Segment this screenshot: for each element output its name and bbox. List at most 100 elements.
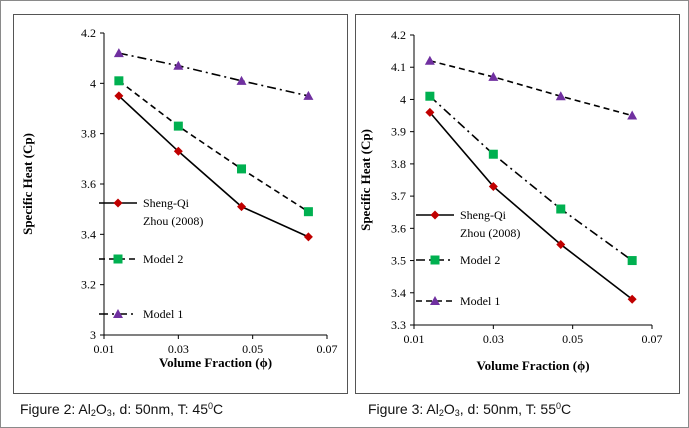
data-point (173, 146, 183, 156)
data-point (303, 232, 313, 242)
series-sheng-qi-zhou-2008 (425, 107, 637, 304)
data-point (236, 75, 247, 85)
legend-label: Model 2 (143, 252, 183, 266)
y-tick-label: 4 (400, 92, 406, 106)
caption-text: , d: 50nm, T: 55 (459, 401, 556, 417)
data-point (556, 239, 566, 249)
data-point (114, 91, 124, 101)
caption-superscript: 0 (208, 401, 214, 411)
legend-entry: Sheng-Qi Zhou (2008) (99, 196, 203, 228)
chart-figure-3: 3.3 3.4 3.5 3.6 3.7 3.8 3.9 4 4.1 4.2 0.01 0.03 0.05… (358, 28, 663, 373)
legend-marker (430, 210, 440, 220)
legend-label: Sheng-Qi (460, 208, 507, 222)
y-axis-label: Specific Heat (Cp) (358, 129, 373, 231)
y-tick-label: 3.2 (81, 278, 96, 292)
x-tick-label: 0.01 (94, 342, 115, 356)
x-tick-label: 0.05 (242, 342, 263, 356)
series-model-2 (114, 76, 313, 217)
x-tick-label: 0.05 (562, 332, 583, 346)
y-tick-label: 4 (90, 76, 96, 90)
data-point (173, 121, 183, 131)
y-tick-label: 3.3 (391, 318, 406, 332)
legend-label: Model 1 (460, 294, 500, 308)
data-point (425, 107, 435, 117)
legend-entry: Model 2 (416, 253, 500, 267)
data-point (556, 204, 566, 214)
legend-label: Zhou (2008) (460, 226, 520, 240)
legend-label: Sheng-Qi (143, 196, 190, 210)
y-tick-label: 3.7 (391, 189, 406, 203)
data-point (237, 164, 247, 174)
y-tick-label: 3.9 (391, 125, 406, 139)
y-tick-label: 4.2 (391, 28, 406, 42)
caption-superscript: 0 (556, 401, 562, 411)
data-point (303, 90, 314, 100)
legend-entry: Model 1 (416, 294, 500, 308)
data-point (627, 110, 638, 120)
caption-prefix: Figure 2: Al (20, 401, 91, 417)
caption-text: , d: 50nm, T: 45 (111, 401, 208, 417)
y-axis-label: Specific Heat (Cp) (20, 133, 35, 235)
caption-suffix: C (213, 401, 224, 417)
data-point (425, 91, 435, 101)
data-point (114, 76, 124, 86)
data-point (488, 149, 498, 159)
caption-text: O (443, 401, 455, 417)
y-tick-label: 3.4 (391, 286, 406, 300)
legend-entry: Sheng-Qi Zhou (2008) (416, 208, 520, 240)
series-line (429, 60, 633, 117)
x-tick-label: 0.07 (317, 342, 338, 356)
y-tick-label: 3.4 (81, 227, 96, 241)
series-line (118, 80, 309, 213)
x-tick-label: 0.01 (404, 332, 425, 346)
caption-suffix: C (561, 401, 572, 417)
data-point (113, 48, 124, 58)
y-tick-label: 3.8 (391, 157, 406, 171)
series-line (118, 52, 309, 97)
caption-subscript: 3 (454, 408, 460, 418)
series-model-1 (424, 55, 638, 120)
data-point (237, 202, 247, 212)
legend-entry: Model 2 (99, 252, 183, 266)
series-sheng-qi-zhou-2008 (114, 91, 313, 242)
legend-marker (113, 198, 123, 208)
legend-marker (113, 254, 123, 264)
y-tick-label: 3 (90, 328, 96, 342)
y-tick-label: 3.6 (81, 177, 96, 191)
x-tick-label: 0.03 (168, 342, 189, 356)
x-axis-label: Volume Fraction (ϕ) (159, 355, 272, 370)
x-tick-label: 0.03 (483, 332, 504, 346)
figure-2-caption: Figure 2: Al2O3, d: 50nm, T: 450C (20, 401, 223, 418)
x-tick-label: 0.07 (642, 332, 663, 346)
series-line (429, 111, 633, 300)
y-tick-label: 4.2 (81, 26, 96, 40)
data-point (555, 91, 566, 101)
legend-marker (430, 255, 440, 265)
series-line (118, 95, 309, 238)
y-tick-label: 3.5 (391, 254, 406, 268)
caption-text: O (95, 401, 107, 417)
x-axis-label: Volume Fraction (ϕ) (476, 358, 589, 373)
legend-label: Zhou (2008) (143, 214, 203, 228)
data-point (488, 181, 498, 191)
chart-panel-figure-2: 3 3.2 3.4 3.6 3.8 4 4.2 0.01 0.03 0.05 0.07 Volume … (13, 14, 348, 394)
y-tick-label: 3.8 (81, 127, 96, 141)
legend-label: Model 2 (460, 253, 500, 267)
data-point (627, 256, 637, 266)
y-tick-label: 4.1 (391, 60, 406, 74)
caption-subscript: 2 (438, 408, 444, 418)
chart-panel-figure-3: 3.3 3.4 3.5 3.6 3.7 3.8 3.9 4 4.1 4.2 0.01 0.03 0.05… (355, 14, 680, 394)
legend-marker (113, 309, 123, 318)
data-point (173, 60, 184, 70)
series-model-1 (113, 48, 314, 100)
figure-3-caption: Figure 3: Al2O3, d: 50nm, T: 550C (368, 401, 571, 418)
data-point (488, 71, 499, 81)
data-point (424, 55, 435, 65)
caption-prefix: Figure 3: Al (368, 401, 439, 417)
series-line (429, 95, 633, 262)
series-model-2 (425, 91, 637, 266)
legend-label: Model 1 (143, 307, 183, 321)
legend-marker (430, 296, 440, 305)
caption-subscript: 2 (90, 408, 96, 418)
chart-figure-2: 3 3.2 3.4 3.6 3.8 4 4.2 0.01 0.03 0.05 0.07 Volume … (20, 26, 338, 370)
